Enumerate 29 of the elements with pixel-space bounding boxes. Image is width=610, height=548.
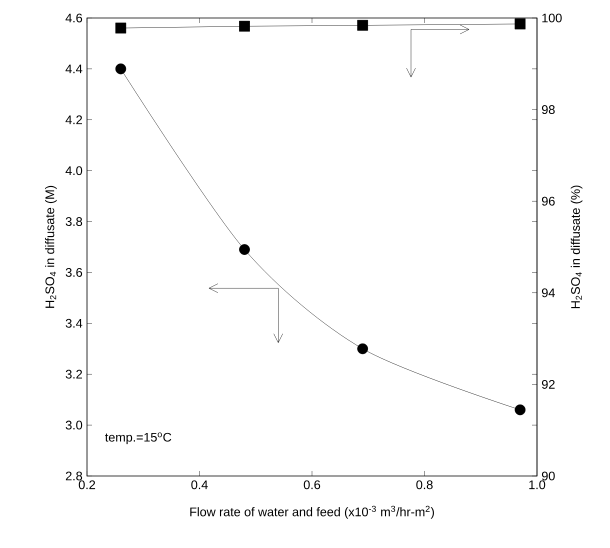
y-tick-label: 3.8: [66, 217, 82, 226]
x-axis-title: Flow rate of water and feed (x10$^{-3}$ m$^{3}$/hr-m$^{2}$): [190, 506, 434, 519]
y2-axis-title: H$_{2}$SO$_{4}$ in diffusate (%): [570, 186, 582, 308]
point: [115, 63, 126, 74]
y-axis-title: H$_{2}$SO$_{4}$ in diffusate (M): [45, 186, 57, 308]
y-tick-label: 3.2: [66, 370, 82, 379]
point: [514, 404, 526, 416]
y-tick-label: 4.6: [66, 14, 82, 22]
y2-tick-label: 90: [542, 472, 555, 480]
point: [357, 343, 368, 354]
x-tick-label: 0.2: [78, 480, 96, 490]
y-tick-label: 3.0: [66, 420, 82, 430]
x-tick-label: 0.6: [304, 480, 320, 490]
y2-tick-label: 98: [542, 105, 555, 114]
x-tick-label: 0.4: [191, 480, 208, 490]
y-tick-label: 4.4: [66, 64, 82, 74]
y2-tick-label: 92: [542, 380, 555, 389]
x-tick-label: 0.8: [416, 480, 433, 490]
y-tick-label: 4.0: [66, 166, 82, 176]
y-tick-label: 3.6: [66, 268, 82, 277]
annotation: temp.=15$^{o}$C: [105, 432, 172, 444]
y2-tick-label: 100: [542, 14, 562, 22]
y-tick-label: 3.4: [66, 318, 82, 328]
x-tick-label: 1.0: [529, 480, 546, 490]
y2-tick-label: 94: [542, 288, 555, 298]
point: [239, 244, 250, 255]
y2-tick-label: 96: [542, 196, 555, 206]
y-tick-label: 2.8: [66, 472, 82, 480]
y-tick-label: 4.2: [66, 115, 82, 124]
